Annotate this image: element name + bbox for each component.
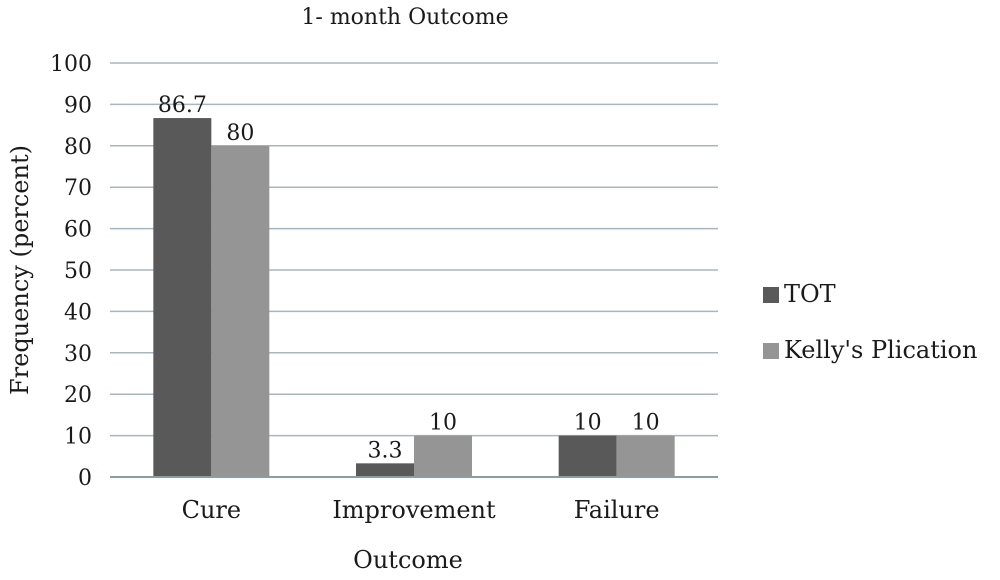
y-tick-label: 50 (64, 259, 92, 284)
x-axis-label: Outcome (353, 546, 463, 574)
legend-swatch (763, 343, 779, 359)
y-tick-label: 10 (64, 425, 92, 450)
y-tick-label: 70 (64, 176, 92, 201)
data-label: 10 (429, 411, 457, 436)
bar-kellys-plication (616, 435, 675, 477)
bar-tot (153, 118, 212, 477)
legend: TOT Kelly's Plication (763, 280, 977, 364)
y-tick-label: 60 (64, 218, 92, 243)
y-tick-label: 100 (50, 52, 92, 77)
legend-entry: Kelly's Plication (784, 336, 977, 364)
data-label: 10 (632, 411, 660, 436)
bar-tot (558, 435, 617, 477)
y-tick-label: 20 (64, 383, 92, 408)
data-label: 10 (574, 411, 602, 436)
y-tick-label: 90 (64, 93, 92, 118)
bar-kellys-plication (414, 435, 472, 477)
y-axis-label: Frequency (percent) (6, 145, 34, 395)
data-label: 86.7 (158, 93, 207, 118)
y-tick-label: 40 (64, 300, 92, 325)
y-tick-label: 30 (64, 342, 92, 367)
chart-title: 1- month Outcome (301, 5, 508, 30)
x-axis-categories: Cure Improvement Failure (182, 496, 660, 524)
data-label: 80 (226, 121, 254, 146)
bar-kellys-plication (211, 145, 270, 478)
data-labels: 86.7 80 3.3 10 10 10 (158, 93, 660, 463)
data-label: 3.3 (368, 438, 403, 463)
y-axis-ticks: 0 10 20 30 40 50 60 70 80 90 100 (50, 52, 92, 491)
y-tick-label: 80 (64, 135, 92, 160)
x-category-label: Improvement (332, 496, 496, 524)
legend-swatch (763, 287, 779, 303)
legend-entry: TOT (784, 280, 836, 308)
x-category-label: Cure (182, 496, 242, 524)
bar-tot (356, 463, 414, 477)
bars (153, 118, 675, 478)
y-tick-label: 0 (78, 466, 92, 491)
x-category-label: Failure (574, 496, 660, 524)
